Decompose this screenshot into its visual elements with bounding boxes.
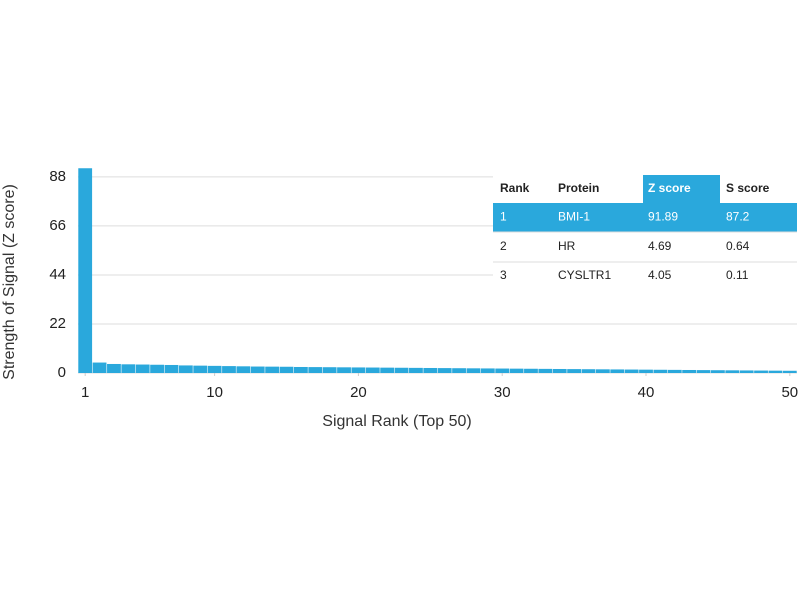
bar bbox=[495, 368, 510, 373]
table-cell: 1 bbox=[500, 210, 507, 224]
bar bbox=[279, 366, 294, 373]
bar bbox=[121, 364, 136, 373]
bar bbox=[236, 366, 251, 373]
bar bbox=[293, 366, 308, 373]
bar bbox=[538, 368, 553, 373]
y-tick-label: 88 bbox=[49, 168, 66, 185]
x-tick-label: 1 bbox=[81, 384, 89, 401]
bar bbox=[78, 168, 93, 373]
bar bbox=[509, 368, 524, 373]
table-cell: 4.69 bbox=[648, 239, 672, 253]
bar bbox=[653, 369, 668, 373]
bar bbox=[595, 369, 610, 373]
bar bbox=[452, 368, 466, 373]
bar bbox=[222, 366, 236, 373]
bar bbox=[308, 367, 323, 373]
bar bbox=[193, 365, 208, 373]
x-tick-label: 40 bbox=[638, 384, 655, 401]
bar bbox=[480, 368, 495, 373]
table-cell: 0.11 bbox=[726, 268, 749, 282]
bar bbox=[696, 370, 711, 373]
bar bbox=[524, 368, 538, 373]
bar bbox=[423, 367, 438, 373]
bar bbox=[164, 364, 179, 373]
bar bbox=[466, 368, 481, 373]
table-cell: 87.2 bbox=[726, 210, 750, 224]
bar bbox=[107, 363, 121, 373]
bar bbox=[322, 367, 337, 373]
bar bbox=[725, 370, 740, 373]
bar bbox=[92, 362, 107, 373]
bar bbox=[567, 369, 582, 373]
table-cell: 91.89 bbox=[648, 210, 678, 224]
bar bbox=[380, 367, 395, 373]
y-tick-label: 0 bbox=[58, 364, 66, 381]
bar bbox=[768, 370, 783, 373]
bar bbox=[409, 367, 423, 373]
bar bbox=[639, 369, 653, 373]
bar bbox=[624, 369, 639, 373]
bar bbox=[265, 366, 280, 373]
bar bbox=[667, 369, 682, 373]
bar bbox=[682, 369, 697, 373]
bar bbox=[782, 370, 797, 373]
bar bbox=[581, 369, 596, 373]
table-cell: 4.05 bbox=[648, 268, 672, 282]
bar bbox=[250, 366, 265, 373]
table-cell: 3 bbox=[500, 268, 507, 282]
table-cell: BMI-1 bbox=[558, 210, 590, 224]
y-tick-label: 44 bbox=[49, 266, 66, 283]
table-header: Protein bbox=[558, 181, 599, 195]
table-header: Z score bbox=[648, 181, 691, 195]
x-tick-label: 20 bbox=[350, 384, 367, 401]
x-tick-label: 10 bbox=[206, 384, 223, 401]
bar bbox=[754, 370, 768, 373]
bar bbox=[552, 368, 567, 373]
bar bbox=[394, 367, 409, 373]
x-axis-title: Signal Rank (Top 50) bbox=[322, 413, 471, 430]
table-header: Rank bbox=[500, 181, 530, 195]
table-cell: CYSLTR1 bbox=[558, 268, 611, 282]
x-tick-label: 50 bbox=[781, 384, 798, 401]
header-highlight bbox=[643, 175, 720, 203]
y-axis-title: Strength of Signal (Z score) bbox=[1, 184, 18, 380]
x-tick-label: 30 bbox=[494, 384, 511, 401]
table-cell: 2 bbox=[500, 239, 507, 253]
table-cell: 0.64 bbox=[726, 239, 750, 253]
bar bbox=[365, 367, 380, 373]
table-header: S score bbox=[726, 181, 770, 195]
bar bbox=[739, 370, 754, 373]
y-tick-label: 22 bbox=[49, 315, 66, 332]
row-highlight bbox=[493, 203, 797, 232]
bar bbox=[437, 368, 452, 373]
bar bbox=[207, 365, 222, 373]
bar bbox=[135, 364, 150, 373]
bar bbox=[610, 369, 625, 373]
bar bbox=[351, 367, 366, 373]
bar bbox=[150, 364, 164, 373]
bar bbox=[337, 367, 351, 373]
table-cell: HR bbox=[558, 239, 576, 253]
bar bbox=[711, 370, 725, 373]
y-tick-label: 66 bbox=[49, 217, 66, 234]
bar bbox=[178, 365, 193, 373]
